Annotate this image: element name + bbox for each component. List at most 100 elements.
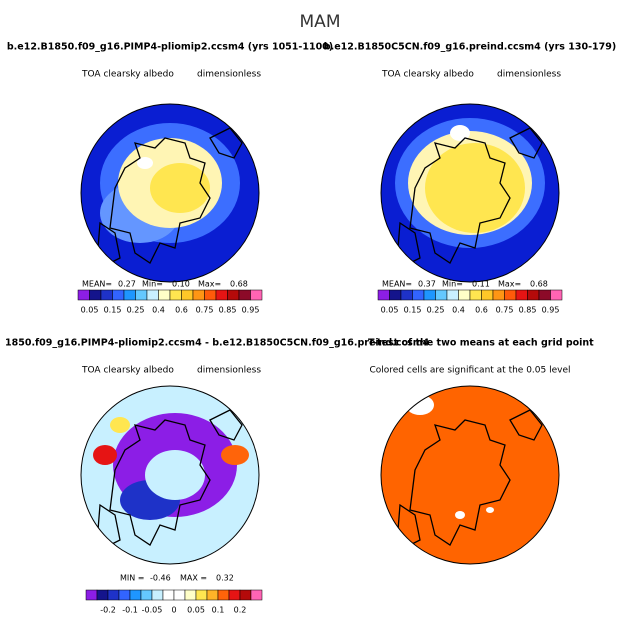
map-field [93,445,117,465]
panel-units: dimensionless [497,70,561,80]
panel-title: b.e12.B1850.f09_g16.PIMP4-pliomip2.ccsm4… [7,42,333,53]
coastline [97,409,243,546]
colorbar-label: 0.05 [81,306,99,315]
map-field [425,143,525,233]
stat-text: -0.46 [150,574,171,583]
colorbar-label: 0.2 [234,606,247,615]
colorbar-label: 0.85 [519,306,537,315]
map-field [145,450,205,500]
panel-units: dimensionless [197,70,261,80]
map-field [137,157,153,169]
stat-text: MEAN= [82,280,112,289]
colorbar-cell [181,289,194,301]
map-field [450,125,470,141]
colorbar-cell [195,589,208,601]
colorbar-cell [215,289,228,301]
colorbar-label: 0.95 [542,306,560,315]
colorbar-cell [492,289,505,301]
colorbar-cell [389,289,402,301]
colorbar-cell [550,289,563,301]
colorbar-cell [158,289,171,301]
colorbar-cell [173,589,186,601]
colorbar-label: 0.4 [452,306,465,315]
colorbar-label: 0.6 [475,306,488,315]
colorbar-cell [458,289,471,301]
colorbar-label: 0.1 [212,606,225,615]
panel-subtitle: TOA clearsky albedo [81,366,174,376]
panel-subtitle: TOA clearsky albedo [381,70,474,80]
colorbar-cell [100,289,113,301]
colorbar-cell [238,289,251,301]
colorbar-cell [135,289,148,301]
colorbar-cell [151,589,164,601]
colorbar-label: 0 [171,606,176,615]
colorbar-cell [112,289,125,301]
colorbar-label: 0.05 [381,306,399,315]
stat-text: Max= [198,280,221,289]
map-field [406,395,434,415]
stat-text: MEAN= [382,280,412,289]
colorbar-label: 0.85 [219,306,237,315]
colorbar-cell [169,289,182,301]
map-border [380,385,560,565]
stat-text: 0.68 [530,280,548,289]
map-border [80,385,260,565]
stat-text: 0.27 [118,280,136,289]
colorbar-cell [118,589,131,601]
map-fill [381,386,559,564]
colorbar-cell [239,589,252,601]
colorbar-cell [217,589,230,601]
stat-text: MIN = [120,574,145,583]
panel-title: 1850.f09_g16.PIMP4-pliomip2.ccsm4 - b.e1… [5,338,430,349]
colorbar-label: 0.25 [427,306,445,315]
colorbar-cell [250,289,263,301]
colorbar-cell [400,289,413,301]
colorbar-label: -0.1 [122,606,138,615]
colorbar-cell [129,589,142,601]
colorbar-cell [412,289,425,301]
polar-map [81,104,259,282]
colorbar-cell [228,589,241,601]
coastline [397,409,543,546]
stat-text: MAX = [180,574,207,583]
colorbar-label: -0.05 [142,606,163,615]
map-field [110,417,130,433]
figure-title: MAM [300,12,341,32]
polar-map [381,104,559,282]
colorbar-cell [527,289,540,301]
panel-title: T-test of the two means at each grid poi… [368,338,594,349]
stat-text: 0.11 [472,280,490,289]
colorbar-cell [227,289,240,301]
colorbar-cell [162,589,175,601]
colorbar-cell [250,589,263,601]
colorbar-label: 0.75 [496,306,514,315]
panel-title: b.e12.B1850C5CN.f09_g16.preind.ccsm4 (yr… [324,42,616,53]
colorbar-cell [85,589,98,601]
panel-subtitle: TOA clearsky albedo [81,70,174,80]
colorbar-label: 0.05 [187,606,205,615]
colorbar-label: 0.6 [175,306,188,315]
colorbar-cell [77,289,90,301]
colorbar-cell [184,589,197,601]
stat-text: 0.37 [418,280,436,289]
colorbar-cell [89,289,102,301]
colorbar-cell [423,289,436,301]
colorbar-cell [206,589,219,601]
colorbar-cell [435,289,448,301]
map-field [150,163,210,213]
colorbar-cell [377,289,390,301]
colorbar-cell [123,289,136,301]
stat-text: 0.68 [230,280,248,289]
stat-text: Min= [142,280,163,289]
colorbar-label: 0.15 [404,306,422,315]
colorbar-cell [538,289,551,301]
colorbar-label: -0.2 [100,606,116,615]
coastline [397,127,543,264]
colorbar-cell [107,589,120,601]
colorbar-cell [140,589,153,601]
map-field [455,511,465,519]
colorbar-cell [146,289,159,301]
colorbar-label: 0.15 [104,306,122,315]
coastline [97,127,243,264]
